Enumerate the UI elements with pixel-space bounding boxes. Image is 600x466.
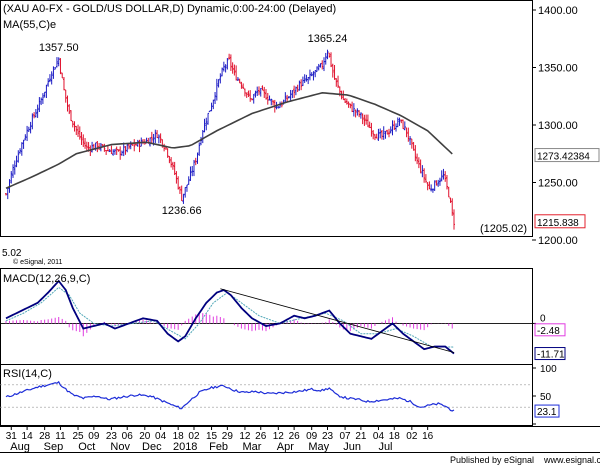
ma-value-badge <box>534 148 600 163</box>
x-axis-day-label: 12 <box>273 431 285 442</box>
x-axis-day-label: 07 <box>340 431 352 442</box>
x-axis-day-label: 28 <box>39 431 51 442</box>
macd-hist-badge <box>534 323 566 337</box>
x-axis-month-label: Apr <box>277 441 294 453</box>
macd-value-badge <box>534 347 566 361</box>
partial-value: 5.02 <box>2 248 22 259</box>
macd-title: MACD(12,26,9,C) <box>3 273 90 285</box>
x-axis-day-label: 04 <box>155 431 167 442</box>
rsi-value-badge <box>534 404 560 418</box>
price-axis-label: 1300.00 <box>538 120 578 132</box>
macd-trendline <box>220 288 455 353</box>
x-axis-day-label: 09 <box>306 431 318 442</box>
x-axis-day-label: 29 <box>222 431 234 442</box>
x-axis-month-label: 2018 <box>173 441 197 453</box>
x-axis-day-label: 15 <box>206 431 218 442</box>
x-axis-month-label: Nov <box>110 441 130 453</box>
x-axis-day-label: 04 <box>373 431 385 442</box>
x-axis-month-label: Feb <box>209 441 228 453</box>
esignal-logo-box <box>540 455 598 465</box>
x-axis-day-label: 14 <box>22 431 34 442</box>
footer-published: Published by eSignal <box>450 455 534 465</box>
x-axis-day-label: 18 <box>389 431 401 442</box>
price-axis-label: 1200.00 <box>538 235 578 247</box>
x-axis-day-label: 21 <box>355 431 367 442</box>
x-axis-day-label: 26 <box>289 431 301 442</box>
x-axis-day-label: 26 <box>255 431 267 442</box>
x-axis-month-label: Dec <box>142 441 162 453</box>
ma-line <box>5 91 453 189</box>
footer-site: www.esignal.com <box>543 455 600 465</box>
x-axis-day-label: 12 <box>239 431 251 442</box>
x-axis-day-label: 23 <box>322 431 334 442</box>
x-axis-day-label: 06 <box>122 431 134 442</box>
rsi-value-text: 23.1 <box>537 407 557 418</box>
macd-zero-label: 0 <box>540 313 546 324</box>
macd-hist-value: -2.48 <box>537 326 560 337</box>
x-axis-day-label: 25 <box>72 431 84 442</box>
macd-signal-line <box>5 286 455 348</box>
rsi-axis-label: 100 <box>540 364 557 375</box>
rsi-layer: 50 100 23.1 <box>0 364 560 425</box>
price-annotation: (1205.02) <box>480 223 527 235</box>
x-axis-day-label: 11 <box>55 431 66 442</box>
macd-value-text: -11.71 <box>537 350 565 361</box>
macd-layer: 0 -2.48 -11.71 <box>0 279 566 361</box>
close-value-badge <box>534 214 586 229</box>
x-axis-month-label: Mar <box>242 441 261 453</box>
close-value-text: 1215.838 <box>537 218 579 229</box>
x-axis-month-label: Oct <box>78 441 95 453</box>
macd-line <box>5 279 455 355</box>
x-axis-month-label: May <box>308 441 329 453</box>
axis-layer: 31 14 28 11 25 09 23 06 20 04 18 02 15 29 12 26 12 26 09 23… <box>6 426 434 453</box>
chart-title: (XAU A0-FX - GOLD/US DOLLAR,D) Dynamic,0… <box>3 3 336 15</box>
rsi-axis-label: 50 <box>540 392 552 403</box>
x-axis-month-label: Jun <box>343 441 361 453</box>
price-panel-frame <box>0 0 533 237</box>
x-axis-day-label: 02 <box>188 431 200 442</box>
x-axis-day-label: 09 <box>88 431 100 442</box>
price-layer: 1200.00 1250.00 1300.00 1350.00 1400.00 1357.… <box>5 5 600 247</box>
x-axis-day-label: 23 <box>106 431 118 442</box>
x-axis-day-label: 31 <box>6 431 18 442</box>
ma-value-text: 1273.42384 <box>537 152 590 163</box>
x-axis-day-label: 18 <box>173 431 185 442</box>
ma-label: MA(55,C)e <box>3 19 56 31</box>
rsi-title: RSI(14,C) <box>3 368 52 380</box>
x-axis-month-label: Aug <box>10 441 30 453</box>
price-axis-label: 1400.00 <box>538 5 578 17</box>
price-annotation: 1357.50 <box>39 42 79 54</box>
rsi-line <box>5 380 455 412</box>
price-annotation: 1236.66 <box>162 205 202 217</box>
x-axis-month-label: Jul <box>378 441 392 453</box>
x-axis-day-label: 16 <box>422 431 434 442</box>
price-annotation: 1365.24 <box>308 33 348 45</box>
x-axis-day-label: 20 <box>139 431 151 442</box>
x-axis-day-label: 02 <box>406 431 418 442</box>
price-axis-label: 1250.00 <box>538 178 578 190</box>
copyright-text: © eSignal, 2011 <box>13 258 63 266</box>
rsi-panel-frame <box>0 364 533 426</box>
price-axis-label: 1350.00 <box>538 63 578 75</box>
x-axis-month-label: Sep <box>44 441 64 453</box>
